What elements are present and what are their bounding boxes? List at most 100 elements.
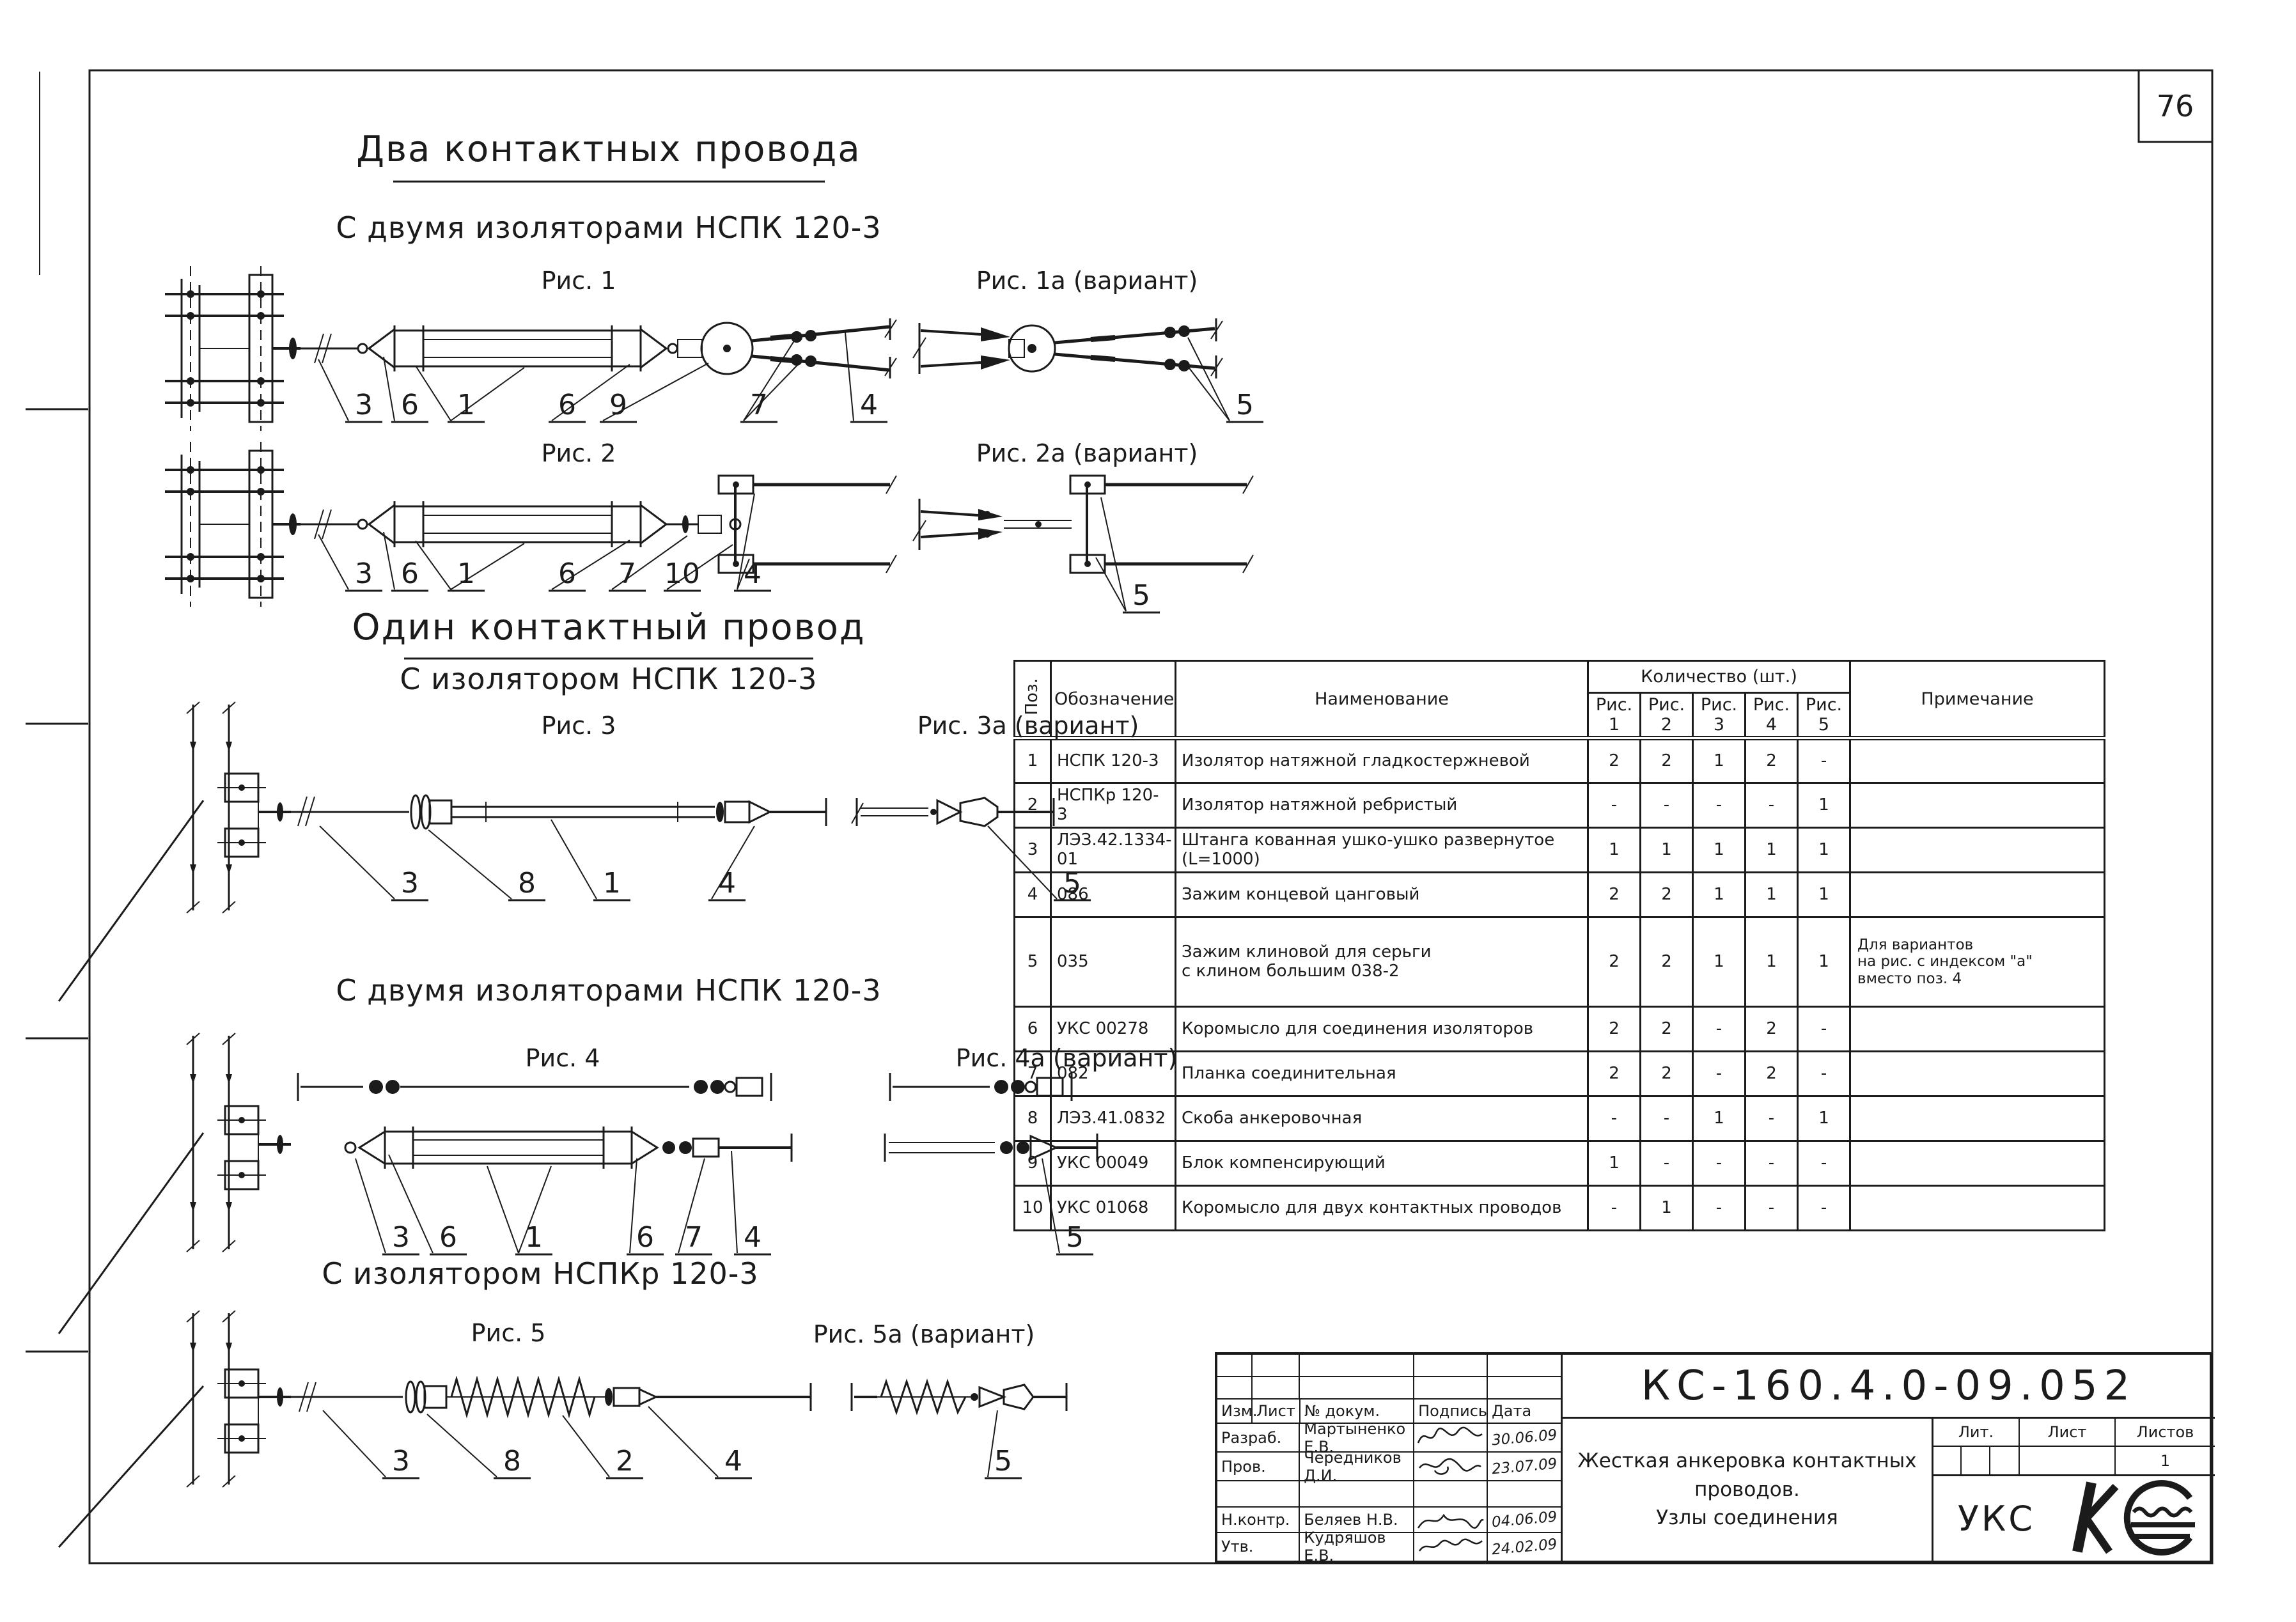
col-doc: № докум. bbox=[1300, 1400, 1415, 1423]
organization-cell: УКС bbox=[1933, 1476, 2215, 1561]
drawing-title: Жесткая анкеровка контактных проводов. У… bbox=[1563, 1419, 1933, 1561]
fig5-callout-3: 4 bbox=[724, 1445, 742, 1478]
fig2-callout-3: 6 bbox=[558, 558, 576, 590]
table-row: 8 ЛЭЗ.41.0832 Скоба анкеровочная - - 1 -… bbox=[1013, 1095, 2106, 1142]
fig5-callout-0: 3 bbox=[392, 1445, 410, 1478]
fig2-callout-6: 4 bbox=[744, 558, 761, 590]
document-number: КС-160.4.0-09.052 bbox=[1563, 1355, 2215, 1419]
fig2-label: Рис. 2 bbox=[542, 439, 616, 467]
fig4-callout-1: 6 bbox=[439, 1221, 457, 1254]
subheading-one-insulator: С изолятором НСПК 120-3 bbox=[400, 662, 817, 696]
person-name: Мартыненко Е.В. bbox=[1300, 1420, 1415, 1456]
subheading-one-insulator-r: С изолятором НСПКр 120-3 bbox=[322, 1256, 758, 1291]
list-label: Лист bbox=[2020, 1419, 2116, 1446]
role-label: Разраб. bbox=[1217, 1424, 1300, 1452]
fig1-callout-4: 9 bbox=[609, 389, 627, 421]
uks-logo-icon bbox=[2065, 1479, 2212, 1558]
subheading-two-insulators-a: С двумя изоляторами НСПК 120-3 bbox=[336, 210, 881, 245]
signature bbox=[1414, 1532, 1488, 1561]
parts-table: Поз. Обозначение Наименование Количество… bbox=[1013, 659, 2106, 1232]
title-block: Изм. Лист № докум. Подпись Дата Разраб. … bbox=[1215, 1352, 2215, 1564]
fig3-drawing: 3 8 1 4 bbox=[58, 701, 827, 1002]
fig3-callout-0: 3 bbox=[401, 867, 419, 900]
col-header-qty: Количество (шт.) bbox=[1586, 660, 1852, 694]
fig5-drawing: 3 8 2 4 bbox=[58, 1310, 812, 1548]
fig1-callout-2: 1 bbox=[457, 389, 475, 421]
fig5-callout-1: 8 bbox=[503, 1445, 521, 1478]
fig1-callout-5: 7 bbox=[750, 389, 768, 421]
lit-table: Лит. Лист Листов 1 bbox=[1933, 1419, 2215, 1476]
lit-label: Лит. bbox=[1933, 1419, 2020, 1446]
fig1-label: Рис. 1 bbox=[542, 267, 616, 295]
fig1-drawing: 3 6 1 6 9 7 4 bbox=[164, 265, 897, 432]
col-header-fig4: Рис. 4 bbox=[1744, 691, 1799, 740]
page-number: 76 bbox=[2157, 89, 2194, 123]
fig3-callout-1: 8 bbox=[518, 867, 536, 900]
role-label: Утв. bbox=[1217, 1532, 1300, 1561]
fig2a-label: Рис. 2а (вариант) bbox=[976, 439, 1198, 467]
person-name: Чередников Д.И. bbox=[1300, 1449, 1415, 1485]
fig2-drawing: 3 6 1 6 7 10 4 bbox=[164, 441, 897, 608]
fig3-label: Рис. 3 bbox=[542, 712, 616, 740]
role-label: Пров. bbox=[1217, 1453, 1300, 1481]
fig4-callout-5: 4 bbox=[744, 1221, 761, 1254]
fig2a-drawing: 5 bbox=[912, 474, 1254, 614]
person-name: Беляев Н.В. bbox=[1300, 1507, 1415, 1532]
signature bbox=[1414, 1507, 1488, 1532]
subheading-two-insulators-b: С двумя изоляторами НСПК 120-3 bbox=[336, 973, 881, 1008]
fig4-callout-3: 6 bbox=[636, 1221, 654, 1254]
fig5a-callout-0: 5 bbox=[994, 1445, 1012, 1478]
heading-two-wires: Два контактных провода bbox=[356, 129, 861, 170]
col-date: Дата bbox=[1492, 1402, 1532, 1421]
date-value: 23.07.09 bbox=[1490, 1455, 1558, 1478]
revision-table: Изм. Лист № докум. Подпись Дата Разраб. … bbox=[1217, 1355, 1563, 1564]
table-row: 6 УКС 00278 Коромысло для соединения изо… bbox=[1013, 1006, 2106, 1053]
table-row: 7 082 Планка соединительная 2 2 - 2 - bbox=[1013, 1050, 2106, 1098]
fig1-callout-0: 3 bbox=[355, 389, 373, 421]
signature bbox=[1414, 1424, 1488, 1452]
date-value: 30.06.09 bbox=[1490, 1426, 1558, 1449]
col-header-note: Примечание bbox=[1849, 659, 2106, 740]
fig3-callout-3: 4 bbox=[718, 867, 736, 900]
col-header-fig1: Рис. 1 bbox=[1587, 691, 1641, 740]
fig1-callout-3: 6 bbox=[558, 389, 576, 421]
table-row: 10 УКС 01068 Коромысло для двух контактн… bbox=[1013, 1185, 2106, 1232]
fig3-callout-2: 1 bbox=[603, 867, 621, 900]
fig5-label: Рис. 5 bbox=[471, 1319, 546, 1347]
date-value: 24.02.09 bbox=[1490, 1536, 1558, 1558]
listov-label: Листов bbox=[2136, 1423, 2194, 1441]
table-row: 5 035 Зажим клиновой для серьги с клином… bbox=[1013, 916, 2106, 1008]
sheet-frame bbox=[26, 69, 2214, 1564]
role-label: Н.контр. bbox=[1217, 1507, 1300, 1532]
fig1-callout-1: 6 bbox=[401, 389, 419, 421]
listov-value: 1 bbox=[2160, 1451, 2171, 1470]
fig2-callout-2: 1 bbox=[457, 558, 475, 590]
fig2-callout-0: 3 bbox=[355, 558, 373, 590]
organization-name: УКС bbox=[1958, 1498, 2035, 1539]
col-header-fig2: Рис. 2 bbox=[1639, 691, 1694, 740]
fig5a-label: Рис. 5а (вариант) bbox=[813, 1320, 1035, 1348]
col-header-fig5: Рис. 5 bbox=[1796, 691, 1852, 740]
col-list: Лист bbox=[1253, 1400, 1300, 1423]
fig2-callout-1: 6 bbox=[401, 558, 419, 590]
col-izm: Изм. bbox=[1217, 1400, 1257, 1423]
fig4-drawing: 3 6 1 6 7 4 bbox=[58, 1033, 793, 1334]
fig1a-label: Рис. 1а (вариант) bbox=[976, 267, 1198, 295]
signature bbox=[1414, 1453, 1488, 1481]
fig1a-callout-0: 5 bbox=[1236, 389, 1254, 421]
fig4-callout-2: 1 bbox=[525, 1221, 543, 1254]
fig1a-drawing: 5 bbox=[912, 318, 1263, 423]
fig2-callout-5: 10 bbox=[664, 558, 700, 590]
col-sign: Подпись bbox=[1414, 1400, 1488, 1423]
col-header-pos: Поз. bbox=[1013, 659, 1052, 740]
fig5a-drawing: 5 bbox=[850, 1378, 1068, 1479]
col-header-name: Наименование bbox=[1175, 659, 1589, 740]
table-row: 9 УКС 00049 Блок компенсирующий 1 - - - … bbox=[1013, 1140, 2106, 1187]
fig2a-callout-0: 5 bbox=[1132, 579, 1150, 612]
col-header-fig3: Рис. 3 bbox=[1692, 691, 1746, 740]
table-row: 3 ЛЭЗ.42.1334-01 Штанга кованная ушко-уш… bbox=[1013, 827, 2106, 874]
col-header-designation: Обозначение bbox=[1050, 659, 1176, 740]
fig2-callout-4: 7 bbox=[618, 558, 636, 590]
